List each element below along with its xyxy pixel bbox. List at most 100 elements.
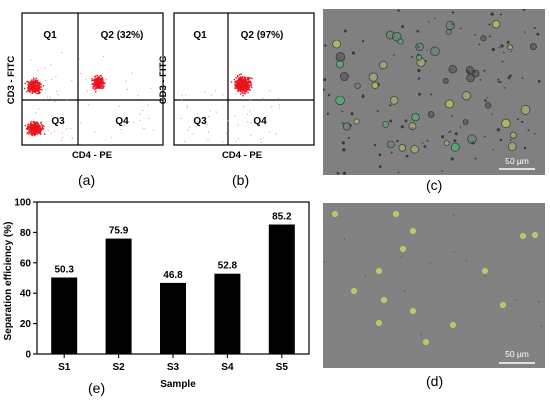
event-dot: [35, 129, 37, 132]
event-dot: [32, 133, 35, 135]
event-dot: [186, 105, 188, 106]
cell: [445, 29, 452, 35]
event-dot: [241, 84, 244, 86]
event-dot: [35, 121, 38, 123]
event-dot: [99, 85, 101, 87]
event-dot: [40, 133, 42, 135]
event-dot: [32, 86, 34, 88]
bar-data-label: 75.9: [109, 226, 129, 237]
event-dot: [38, 132, 41, 134]
event-dot: [97, 76, 100, 78]
debris-particle: [454, 132, 458, 136]
cell: [339, 72, 349, 81]
event-dot: [92, 82, 94, 85]
event-dot: [92, 87, 94, 90]
event-dot: [32, 121, 34, 123]
event-dot: [35, 84, 38, 86]
event-dot: [40, 83, 42, 85]
event-dot: [248, 84, 250, 87]
cell: [387, 140, 395, 149]
cell: [398, 144, 407, 152]
event-dot: [248, 80, 250, 82]
event-dot: [44, 133, 46, 135]
event-dot: [36, 130, 39, 132]
event-dot: [207, 139, 209, 141]
event-dot: [249, 77, 252, 79]
event-dot: [55, 76, 57, 78]
cell: [351, 288, 357, 294]
event-dot: [39, 125, 41, 127]
quadrant-label-q1: Q1: [193, 30, 207, 41]
event-dot: [37, 92, 39, 95]
event-dot: [102, 81, 105, 83]
event-dot: [185, 94, 187, 96]
event-dot: [237, 82, 239, 84]
event-dot: [26, 80, 28, 83]
debris-particle: [451, 115, 453, 117]
event-dot: [269, 131, 271, 133]
event-dot: [139, 113, 141, 115]
event-dot: [118, 106, 120, 107]
event-dot: [238, 85, 241, 87]
event-dot: [38, 82, 40, 84]
cell: [462, 119, 469, 125]
cell: [461, 91, 471, 101]
event-dot: [35, 84, 37, 85]
debris-particle: [323, 88, 325, 91]
event-dot: [263, 137, 265, 139]
event-dot: [96, 74, 98, 77]
event-dot: [32, 87, 35, 90]
debris-particle: [429, 262, 431, 264]
event-dot: [248, 81, 251, 84]
event-dot: [143, 128, 145, 129]
cell: [443, 140, 450, 146]
event-dot: [61, 132, 63, 134]
event-dot: [275, 133, 277, 135]
event-dot: [35, 112, 37, 114]
cell: [397, 38, 404, 45]
debris-particle: [453, 251, 455, 253]
event-dot: [36, 81, 38, 83]
event-dot: [27, 86, 30, 89]
event-dot: [30, 121, 32, 123]
debris-particle: [326, 112, 330, 115]
event-dot: [95, 91, 97, 93]
event-dot: [100, 75, 102, 77]
event-dot: [35, 125, 38, 127]
event-dot: [38, 85, 41, 87]
event-dot: [42, 85, 44, 87]
quadrant-label-q2: Q2 (32%): [101, 30, 144, 41]
event-dot: [29, 130, 32, 133]
event-dot: [28, 132, 31, 134]
cell: [354, 82, 361, 89]
cell: [482, 268, 488, 274]
debris-particle: [459, 27, 462, 30]
event-dot: [238, 77, 240, 79]
debris-particle: [498, 46, 500, 49]
event-dot: [62, 136, 64, 138]
event-dot: [37, 88, 40, 90]
debris-particle: [400, 256, 403, 258]
cell: [371, 81, 379, 89]
event-dot: [150, 87, 152, 89]
event-dot: [41, 89, 43, 91]
event-dot: [34, 124, 36, 127]
event-dot: [240, 85, 243, 87]
event-dot: [34, 129, 36, 131]
debris-particle: [500, 44, 504, 48]
event-dot: [240, 93, 242, 95]
event-dot: [33, 134, 36, 137]
event-dot: [99, 86, 101, 88]
cell: [410, 308, 416, 314]
event-dot: [40, 127, 42, 130]
event-dot: [142, 110, 144, 111]
debris-particle: [465, 259, 467, 262]
debris-particle: [425, 60, 427, 63]
debris-particle: [441, 135, 445, 139]
event-dot: [247, 82, 250, 84]
event-dot: [88, 104, 90, 106]
cell: [450, 142, 460, 152]
x-axis-title: Sample: [160, 379, 196, 390]
cell: [335, 52, 346, 62]
debris-particle: [479, 79, 482, 81]
